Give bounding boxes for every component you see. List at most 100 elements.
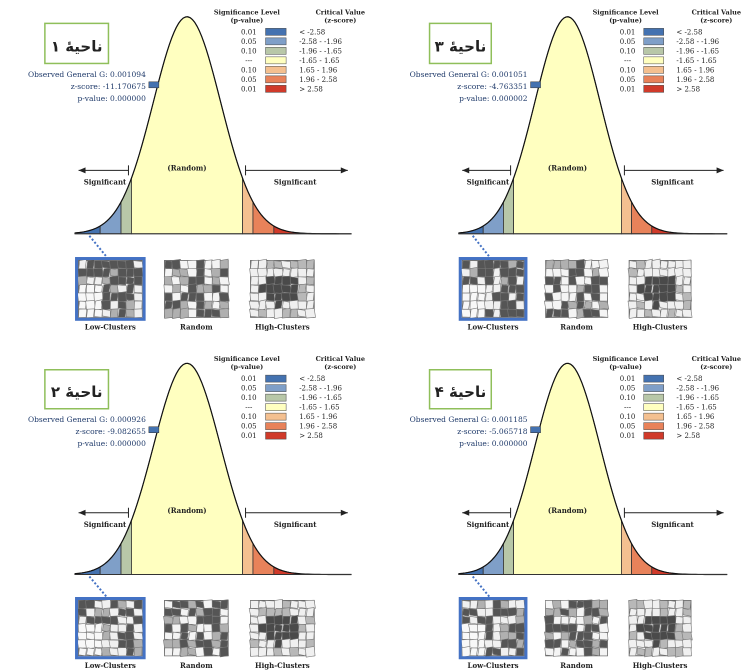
map-region — [675, 646, 684, 658]
map-region — [597, 267, 610, 278]
legend-swatch — [643, 374, 664, 383]
right-significant-label: Significant — [651, 520, 694, 529]
map-region — [492, 608, 502, 617]
curve-band-2 — [503, 178, 514, 235]
map-region — [86, 631, 95, 641]
map-region — [132, 260, 144, 269]
panel-title: ناحیهٔ ۳ — [435, 37, 487, 55]
map-region — [250, 259, 259, 270]
map-region — [681, 622, 693, 634]
legend-z-range: -1.96 - -1.65 — [299, 47, 342, 55]
map-region — [469, 638, 479, 650]
map-region — [163, 284, 174, 294]
map-region — [598, 308, 609, 318]
map-region — [544, 647, 555, 657]
legend-crit-header: Critical Value — [316, 355, 365, 363]
map-region — [187, 259, 198, 270]
map-region — [86, 284, 95, 294]
legend-sig-subheader: (p-value) — [230, 16, 263, 24]
legend-swatch — [265, 431, 287, 440]
map-region — [652, 599, 661, 610]
random-caption: Random — [180, 322, 213, 331]
legend-z-range: -2.58 - -1.96 — [299, 38, 342, 46]
legend-z-range: < -2.58 — [299, 28, 325, 36]
map-region — [273, 260, 284, 269]
map-region — [591, 607, 601, 618]
map-region — [582, 639, 594, 649]
legend-p-value: 0.10 — [620, 66, 636, 74]
map-region — [560, 623, 570, 633]
map-region — [567, 308, 578, 319]
map-region — [188, 607, 197, 617]
observed-general-g: Observed General G: 0.001051 — [410, 70, 528, 79]
map-region — [651, 608, 661, 617]
legend-p-value: 0.05 — [620, 76, 636, 84]
legend-p-value: 0.05 — [620, 385, 636, 393]
chart-svg: (Random) Significant Significant ناحیهٔ ۴ Ob… — [410, 355, 741, 670]
map-region — [515, 631, 525, 641]
map-region — [93, 268, 104, 278]
chart-panel-3: (Random) Significant Significant ناحیهٔ ۲ Ob… — [0, 347, 374, 672]
map-region — [93, 631, 104, 641]
map-region — [553, 260, 562, 269]
map-region — [599, 292, 608, 302]
map-region — [492, 599, 502, 610]
legend-swatch — [265, 412, 287, 421]
legend-p-value: 0.10 — [620, 413, 636, 421]
map-region — [583, 647, 593, 657]
map-region — [297, 608, 307, 617]
map-region — [568, 615, 577, 625]
map-region — [675, 284, 684, 294]
map-region — [281, 607, 291, 618]
map-region — [133, 284, 143, 294]
map-region — [266, 647, 275, 657]
right-arrow-head — [716, 509, 724, 516]
map-region — [211, 276, 221, 286]
map-region — [274, 623, 283, 633]
legend-p-value: --- — [245, 57, 253, 65]
map-region — [492, 647, 502, 657]
map-region — [196, 300, 205, 310]
map-region — [477, 623, 486, 633]
right-significant-label: Significant — [651, 177, 694, 186]
legend-p-value: 0.01 — [241, 28, 257, 36]
map-region — [499, 267, 511, 278]
title-box — [44, 22, 110, 65]
map-region — [575, 258, 585, 271]
legend-z-range: 1.65 - 1.96 — [676, 66, 715, 74]
legend-z-range: < -2.58 — [676, 375, 702, 383]
legend-p-value: 0.10 — [620, 394, 636, 402]
map-region — [469, 266, 478, 279]
map-region — [78, 308, 87, 318]
random-map — [163, 599, 230, 658]
map-region — [265, 615, 276, 625]
map-region — [102, 308, 111, 318]
map-region — [274, 639, 283, 649]
map-region — [289, 276, 299, 286]
map-region — [133, 623, 144, 634]
low-clusters-map — [75, 597, 146, 660]
map-region — [211, 647, 221, 657]
right-arrow-head — [340, 167, 348, 174]
map-region — [171, 623, 182, 633]
map-region — [100, 300, 112, 311]
map-region — [469, 307, 479, 319]
curve-band-4 — [242, 178, 254, 235]
map-region — [598, 631, 609, 641]
random-map — [163, 258, 230, 320]
map-region — [483, 639, 495, 649]
map-region — [125, 647, 135, 657]
high-clusters-caption: High-Clusters — [633, 322, 688, 331]
map-region — [110, 615, 119, 625]
map-region — [249, 646, 260, 657]
map-region — [266, 607, 275, 618]
map-region — [218, 276, 230, 286]
map-region — [461, 300, 471, 310]
map-region — [274, 598, 283, 610]
chart-panel-1: (Random) Significant Significant ناحیهٔ ۱ Ob… — [0, 0, 374, 334]
map-region — [288, 623, 300, 634]
legend-swatch — [265, 384, 287, 392]
map-region — [289, 283, 299, 294]
legend-swatch — [643, 85, 664, 93]
map-region — [172, 600, 181, 609]
